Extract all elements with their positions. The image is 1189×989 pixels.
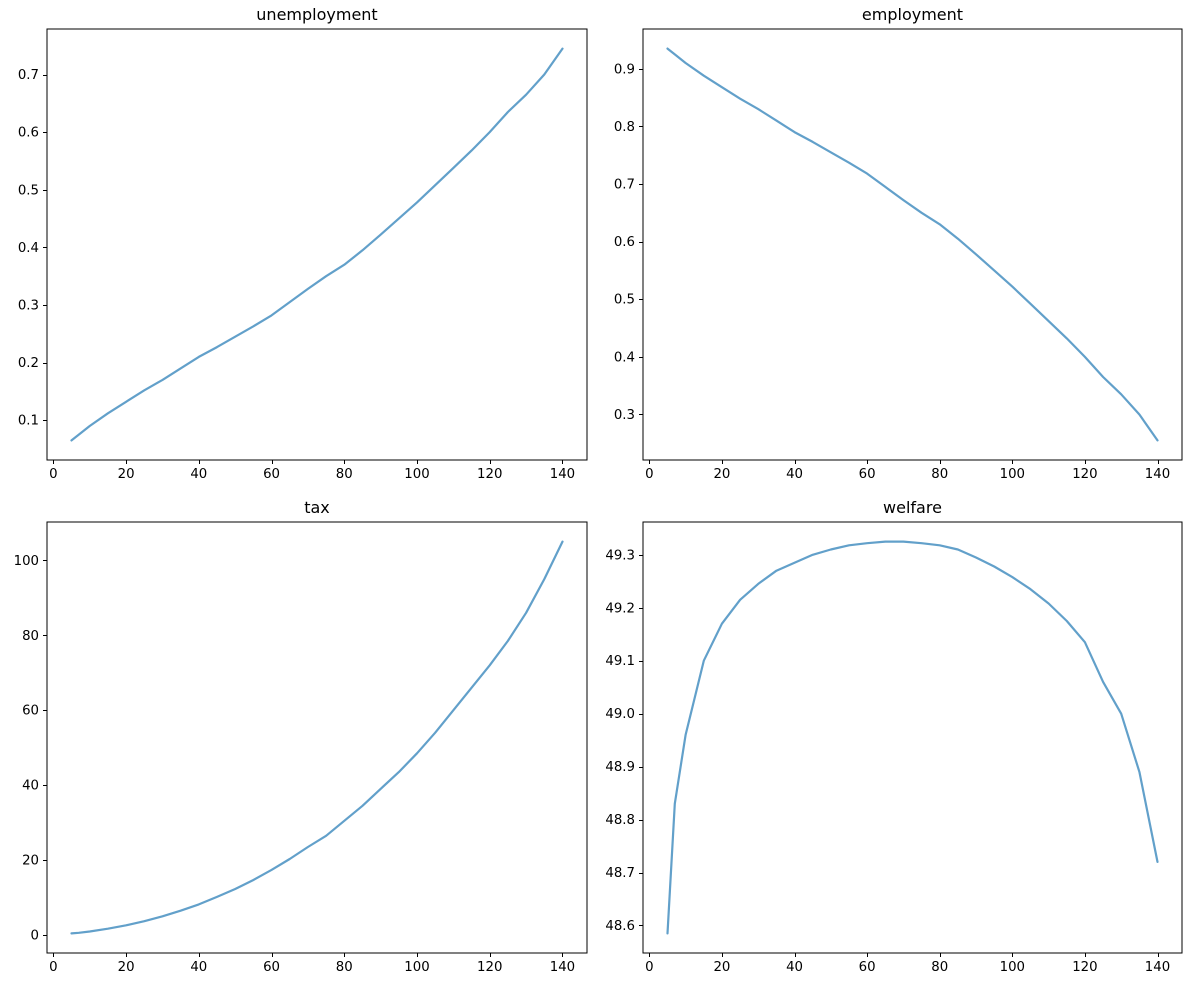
x-tick-label: 40 [786,467,803,482]
x-tick-label: 100 [404,467,429,482]
subplot-title: tax [304,498,330,517]
y-tick-label: 100 [14,554,39,569]
y-tick-label: 0.2 [18,356,39,371]
y-tick-label: 0.7 [18,68,39,83]
y-tick-label: 0.9 [614,62,635,77]
x-tick-label: 140 [550,467,575,482]
x-ticks: 0 20 40 60 80 100 120 140 [49,460,575,482]
x-tick-label: 80 [336,960,353,975]
x-tick-label: 40 [786,960,803,975]
axes-border [46,28,588,461]
y-tick-label: 80 [22,629,39,644]
x-tick-label: 140 [550,960,575,975]
y-tick-label: 0 [31,929,39,944]
x-tick-label: 80 [931,467,948,482]
subplot-tax: 0 20 40 60 80 100 120 140 0 20 40 60 80 100 tax [14,498,588,975]
axes-border [642,28,1183,461]
x-tick-label: 0 [49,960,57,975]
x-tick-label: 100 [1000,960,1025,975]
y-tick-label: 49.1 [605,654,635,669]
y-tick-label: 48.7 [605,866,635,881]
tax-line [70,540,564,935]
y-tick-label: 0.5 [614,293,635,308]
y-ticks: 0.3 0.4 0.5 0.6 0.7 0.8 0.9 [614,62,643,423]
y-tick-label: 0.4 [614,350,635,365]
axes-border [46,521,588,954]
x-tick-label: 0 [645,467,653,482]
y-tick-label: 60 [22,704,39,719]
y-tick-label: 0.1 [18,414,39,429]
y-tick-label: 0.8 [614,120,635,135]
y-tick-label: 0.6 [18,126,39,141]
employment-line [666,47,1159,442]
y-tick-label: 0.6 [614,235,635,250]
y-tick-label: 48.6 [605,919,635,934]
y-tick-label: 48.8 [605,813,635,828]
y-tick-label: 40 [22,779,39,794]
x-tick-label: 60 [859,960,876,975]
y-tick-label: 0.4 [18,241,39,256]
subplot-unemployment: 0 20 40 60 80 100 120 140 0.1 0.2 0.3 0.4 0.5 0.6 0.7 u… [18,5,588,482]
x-tick-label: 80 [336,467,353,482]
x-tick-label: 20 [713,467,730,482]
x-ticks: 0 20 40 60 80 100 120 140 [645,953,1170,975]
x-tick-label: 20 [118,960,135,975]
x-tick-label: 60 [263,467,280,482]
subplot-title: employment [862,5,963,24]
y-tick-label: 49.0 [605,707,635,722]
subplot-title: unemployment [256,5,377,24]
subplot-title: welfare [883,498,942,517]
y-tick-label: 0.3 [18,299,39,314]
x-tick-label: 60 [263,960,280,975]
x-tick-label: 40 [190,960,207,975]
x-tick-label: 60 [859,467,876,482]
x-tick-label: 140 [1145,960,1170,975]
y-ticks: 0.1 0.2 0.3 0.4 0.5 0.6 0.7 [18,68,47,429]
y-tick-label: 20 [22,854,39,869]
axes-border [642,521,1183,954]
x-tick-label: 100 [404,960,429,975]
y-tick-label: 0.7 [614,177,635,192]
y-ticks: 48.6 48.7 48.8 48.9 49.0 49.1 49.2 49.3 [605,548,643,934]
unemployment-line [70,47,564,442]
subplot-employment: 0 20 40 60 80 100 120 140 0.3 0.4 0.5 0.6 0.7 0.8 0.9 e… [614,5,1183,482]
x-tick-label: 120 [477,960,502,975]
x-tick-label: 100 [1000,467,1025,482]
y-tick-label: 0.3 [614,408,635,423]
x-tick-label: 120 [1072,467,1097,482]
y-ticks: 0 20 40 60 80 100 [14,554,47,944]
y-tick-label: 49.2 [605,601,635,616]
x-tick-label: 0 [645,960,653,975]
y-tick-label: 0.5 [18,183,39,198]
welfare-line [666,540,1159,935]
x-tick-label: 0 [49,467,57,482]
y-tick-label: 48.9 [605,760,635,775]
x-tick-label: 40 [190,467,207,482]
x-tick-label: 20 [118,467,135,482]
x-tick-label: 120 [1072,960,1097,975]
y-tick-label: 49.3 [605,548,635,563]
x-tick-label: 120 [477,467,502,482]
x-tick-label: 80 [931,960,948,975]
subplot-welfare: 0 20 40 60 80 100 120 140 48.6 48.7 48.8 48.9 49.0 49… [605,498,1183,975]
x-ticks: 0 20 40 60 80 100 120 140 [645,460,1170,482]
x-tick-label: 20 [713,960,730,975]
x-tick-label: 140 [1145,467,1170,482]
x-ticks: 0 20 40 60 80 100 120 140 [49,953,575,975]
